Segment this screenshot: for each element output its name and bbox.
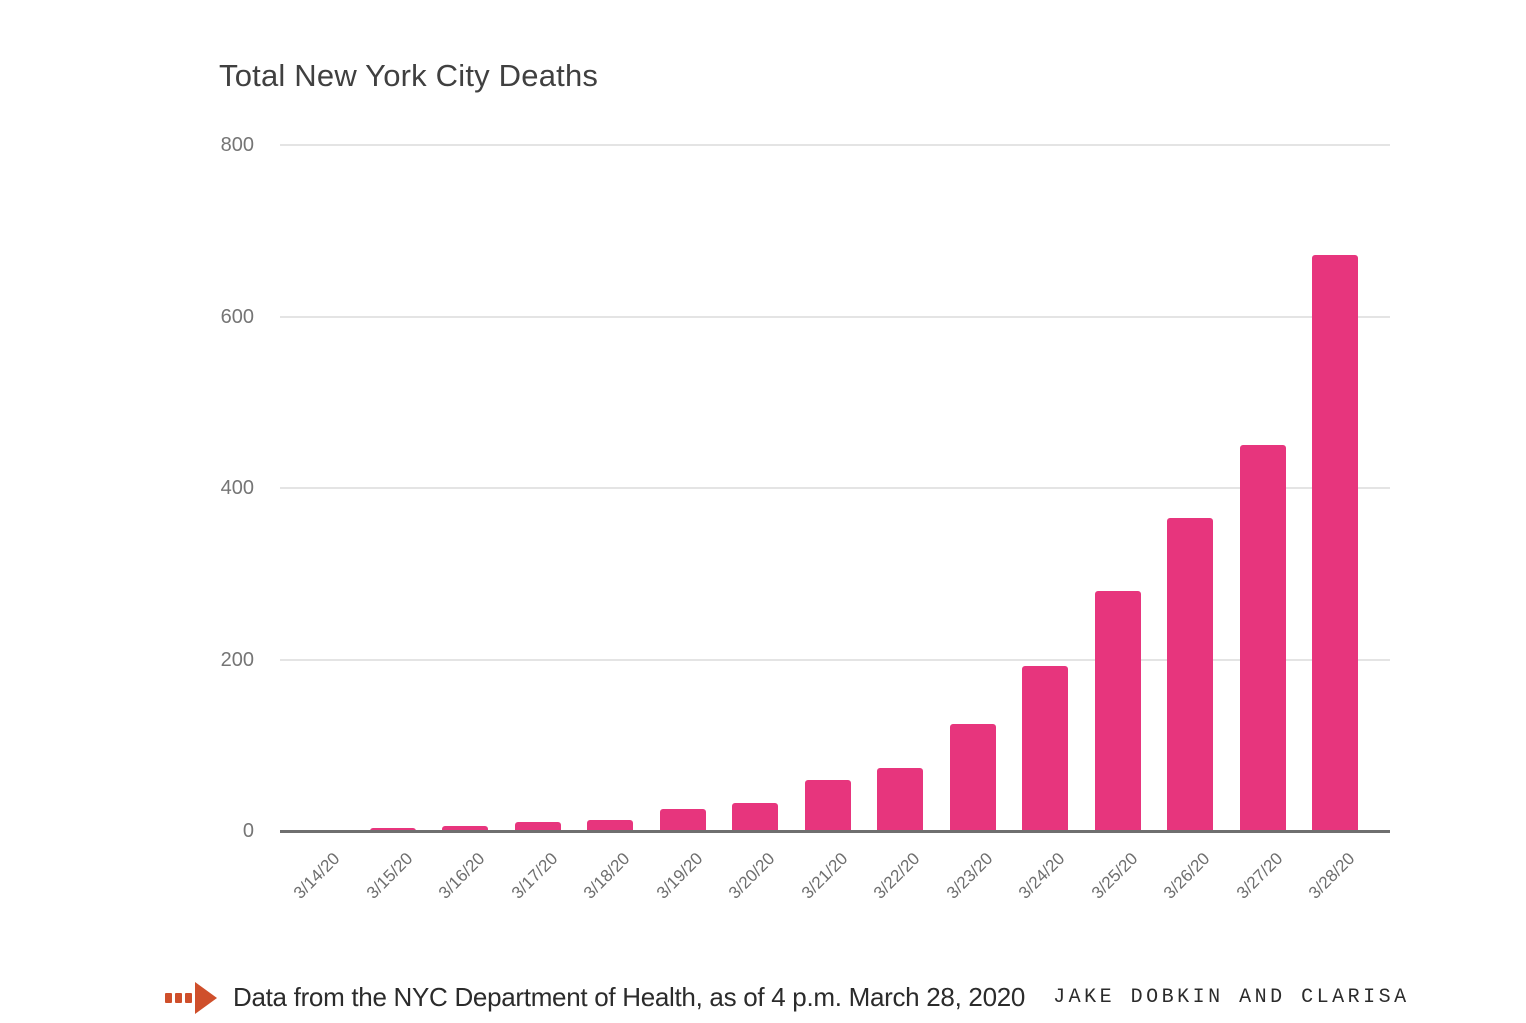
y-tick-label: 200 (220, 648, 254, 671)
x-tick-label: 3/28/20 (1304, 849, 1359, 903)
x-tick-label: 3/18/20 (579, 849, 634, 903)
x-tick-label: 3/19/20 (652, 849, 706, 903)
y-tick-label: 400 (220, 477, 254, 499)
bar-3/22/20 (877, 768, 923, 831)
bar-3/26/20 (1167, 518, 1213, 831)
caption-byline: JAKE DOBKIN AND CLARISA (1053, 986, 1410, 1009)
x-tick-label: 3/26/20 (1159, 849, 1214, 903)
caption-row: Data from the NYC Department of Health, … (165, 975, 1410, 1020)
bar-3/20/20 (732, 803, 778, 831)
bar-3/21/20 (804, 780, 851, 831)
bar-3/25/20 (1094, 591, 1141, 831)
bar-3/16/20 (442, 826, 488, 831)
bar-3/18/20 (587, 820, 633, 831)
x-tick-label: 3/22/20 (869, 849, 924, 903)
caption-text: Data from the NYC Department of Health, … (233, 982, 1026, 1012)
x-tick-label: 3/23/20 (942, 849, 996, 903)
x-tick-label: 3/17/20 (507, 849, 561, 903)
x-axis-line (280, 830, 1390, 833)
bar-3/28/20 (1312, 255, 1358, 831)
dashed-arrow-icon (165, 981, 217, 1014)
gridline (280, 144, 1390, 146)
y-tick-label: 600 (220, 305, 254, 328)
bar-3/17/20 (514, 822, 561, 831)
gridline (280, 315, 1390, 318)
x-tick-label: 3/15/20 (362, 849, 416, 903)
x-tick-label: 3/25/20 (1087, 849, 1141, 903)
x-tick-label: 3/24/20 (1014, 849, 1069, 903)
x-tick-label: 3/16/20 (434, 849, 489, 903)
bar-3/24/20 (1022, 666, 1068, 831)
y-tick-label: 800 (220, 134, 254, 156)
x-tick-label: 3/14/20 (289, 849, 344, 903)
y-tick-label: 0 (242, 820, 254, 842)
bar-3/19/20 (659, 809, 706, 831)
gridline (280, 487, 1390, 489)
x-tick-label: 3/20/20 (724, 849, 779, 903)
x-tick-label: 3/21/20 (797, 849, 851, 903)
chart-title: Total New York City Deaths (219, 58, 599, 93)
gridline (280, 658, 1390, 661)
bar-3/27/20 (1239, 445, 1286, 831)
bar-3/15/20 (369, 828, 416, 831)
x-tick-label: 3/27/20 (1232, 849, 1286, 903)
bar-3/23/20 (949, 724, 996, 831)
